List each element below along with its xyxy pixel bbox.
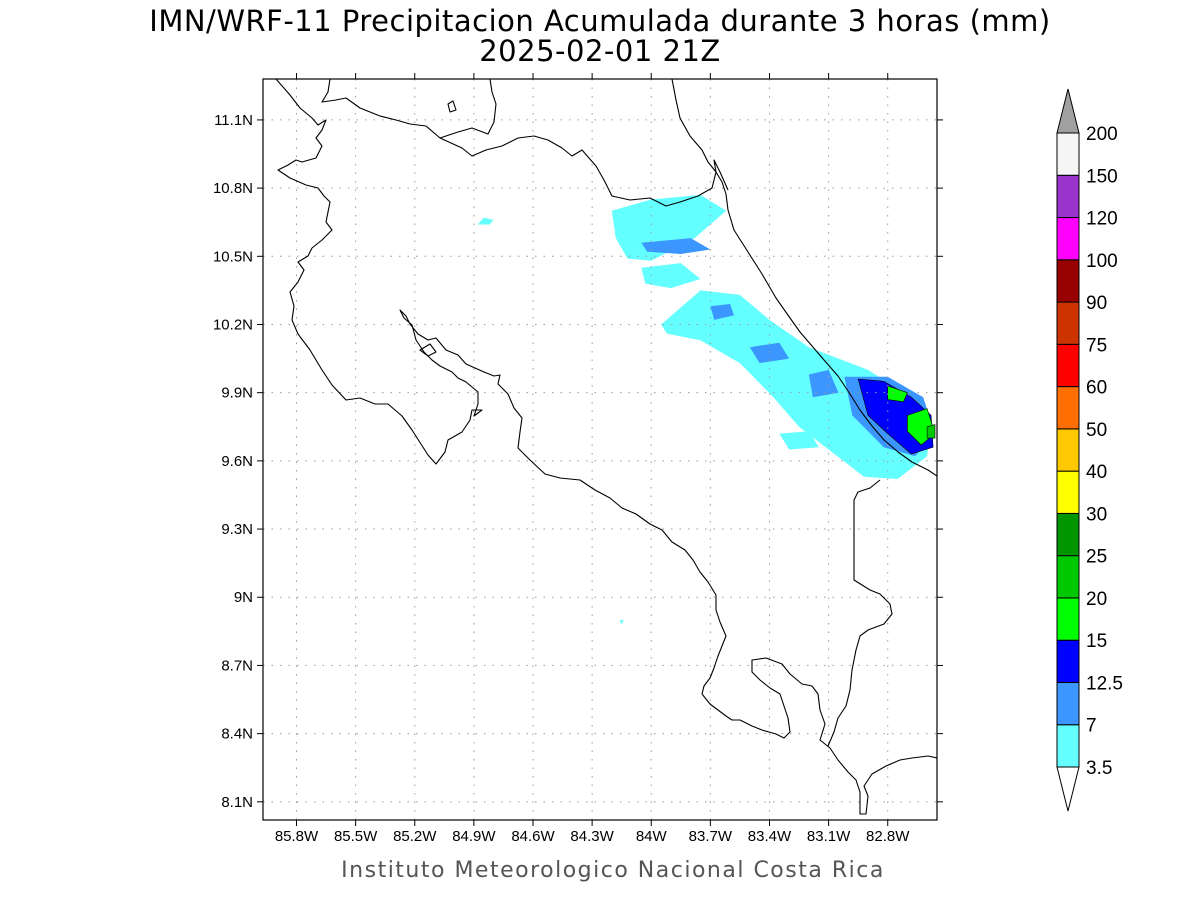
colorbar-level-label: 75 — [1086, 335, 1107, 356]
x-tick-label: 84.3W — [570, 828, 614, 845]
colorbar-level-label: 12.5 — [1086, 673, 1123, 694]
colorbar-level-label: 20 — [1086, 589, 1107, 610]
x-tick-label: 85.5W — [334, 828, 378, 845]
y-axis-ticks: 8.1N 8.4N 8.7N 9N 9.3N 9.6N 9.9N 10.2N 10.5N 10.8… — [213, 112, 943, 811]
x-tick-label: 83.4W — [748, 828, 792, 845]
precip-area-8 — [749, 342, 790, 364]
colorbar-swatch — [1056, 301, 1080, 345]
colorbar-swatch — [1056, 428, 1080, 472]
x-tick-label: 85.8W — [275, 828, 319, 845]
precip-area-2 — [661, 290, 932, 479]
footer-credit: Instituto Meteorologico Nacional Costa R… — [341, 858, 885, 883]
colorbar-level-label: 120 — [1086, 209, 1118, 230]
precip-area-6 — [641, 238, 711, 254]
map-plot-area: 85.8W 85.5W 85.2W 84.9W 84.6W 84.3W 84W 83.7W 83… — [213, 73, 943, 845]
colorbar-swatch — [1056, 259, 1080, 303]
colorbar-swatch — [1056, 470, 1080, 514]
colorbar-level-label: 100 — [1086, 251, 1118, 272]
precip-area-14 — [926, 424, 936, 439]
colorbar-swatch — [1056, 681, 1080, 726]
colorbar-level-label: 200 — [1086, 124, 1118, 145]
colorbar-swatch — [1056, 555, 1080, 599]
map-frame — [262, 78, 938, 821]
colorbar-swatch — [1056, 174, 1080, 219]
precip-area-7 — [710, 304, 734, 320]
coastline-pacific — [263, 79, 937, 815]
island-lake — [447, 100, 457, 113]
colorbar-level-label: 25 — [1086, 547, 1107, 568]
x-tick-label: 85.2W — [393, 828, 437, 845]
x-tick-label: 84W — [636, 828, 668, 845]
precip-area-3 — [779, 431, 819, 450]
colorbar-swatch — [1056, 132, 1080, 176]
precip-area-0 — [611, 194, 727, 261]
y-tick-label: 9N — [234, 589, 253, 606]
precipitation-field — [477, 194, 936, 625]
y-tick-label: 8.4N — [221, 726, 253, 743]
y-tick-label: 10.5N — [213, 248, 253, 265]
y-tick-label: 10.8N — [213, 180, 253, 197]
colorbar-swatch — [1056, 512, 1080, 557]
colorbar-swatch — [1056, 217, 1080, 261]
island-gulf — [419, 343, 437, 357]
colorbar-swatch — [1056, 597, 1080, 641]
colorbar-level-label: 150 — [1086, 166, 1118, 187]
precip-area-5 — [619, 620, 624, 625]
x-tick-label: 82.8W — [866, 828, 910, 845]
colorbar-under-arrow — [1056, 766, 1080, 812]
colorbar-legend: 3.5 7 12.5 15 20 25 30 40 50 60 75 90 100 120 150 200 — [1056, 88, 1123, 812]
x-tick-label: 84.9W — [452, 828, 496, 845]
colorbar-level-label: 15 — [1086, 631, 1107, 652]
y-tick-label: 9.3N — [221, 521, 253, 538]
precip-area-4 — [477, 217, 494, 225]
x-tick-label: 84.6W — [511, 828, 555, 845]
map-subtitle-date: 2025-02-01 21Z — [479, 34, 721, 68]
y-tick-label: 11.1N — [214, 112, 253, 129]
colorbar-level-label: 7 — [1086, 716, 1097, 737]
colorbar-level-label: 60 — [1086, 378, 1107, 399]
coastline-caribbean — [671, 79, 937, 477]
colorbar-swatch — [1056, 343, 1080, 388]
x-tick-label: 83.7W — [689, 828, 733, 845]
precip-area-1 — [641, 263, 701, 289]
colorbar-swatch — [1056, 386, 1080, 430]
colorbar-level-label: 50 — [1086, 420, 1107, 441]
y-tick-label: 8.7N — [221, 657, 253, 674]
coastlines-borders — [263, 79, 937, 815]
x-axis-ticks: 85.8W 85.5W 85.2W 84.9W 84.6W 84.3W 84W 83.7W 83… — [275, 73, 910, 845]
colorbar-level-label: 90 — [1086, 293, 1107, 314]
y-tick-label: 10.2N — [213, 316, 253, 333]
colorbar-swatch — [1056, 639, 1080, 683]
colorbar-level-label: 40 — [1086, 462, 1107, 483]
border-panama — [827, 479, 893, 747]
colorbar-level-label: 30 — [1086, 504, 1107, 525]
y-tick-label: 8.1N — [221, 794, 253, 811]
map-title: IMN/WRF-11 Precipitacion Acumulada duran… — [149, 4, 1050, 38]
lat-lon-gridlines — [263, 79, 937, 820]
y-tick-label: 9.6N — [221, 453, 253, 470]
precip-area-9 — [808, 369, 839, 398]
colorbar-level-label: 3.5 — [1086, 758, 1112, 779]
x-tick-label: 83.1W — [807, 828, 851, 845]
border-nicaragua — [321, 79, 497, 139]
colorbar-swatch — [1056, 724, 1080, 768]
y-tick-label: 9.9N — [221, 385, 253, 402]
colorbar-over-arrow — [1056, 88, 1080, 134]
border-nicaragua-south — [439, 135, 729, 207]
